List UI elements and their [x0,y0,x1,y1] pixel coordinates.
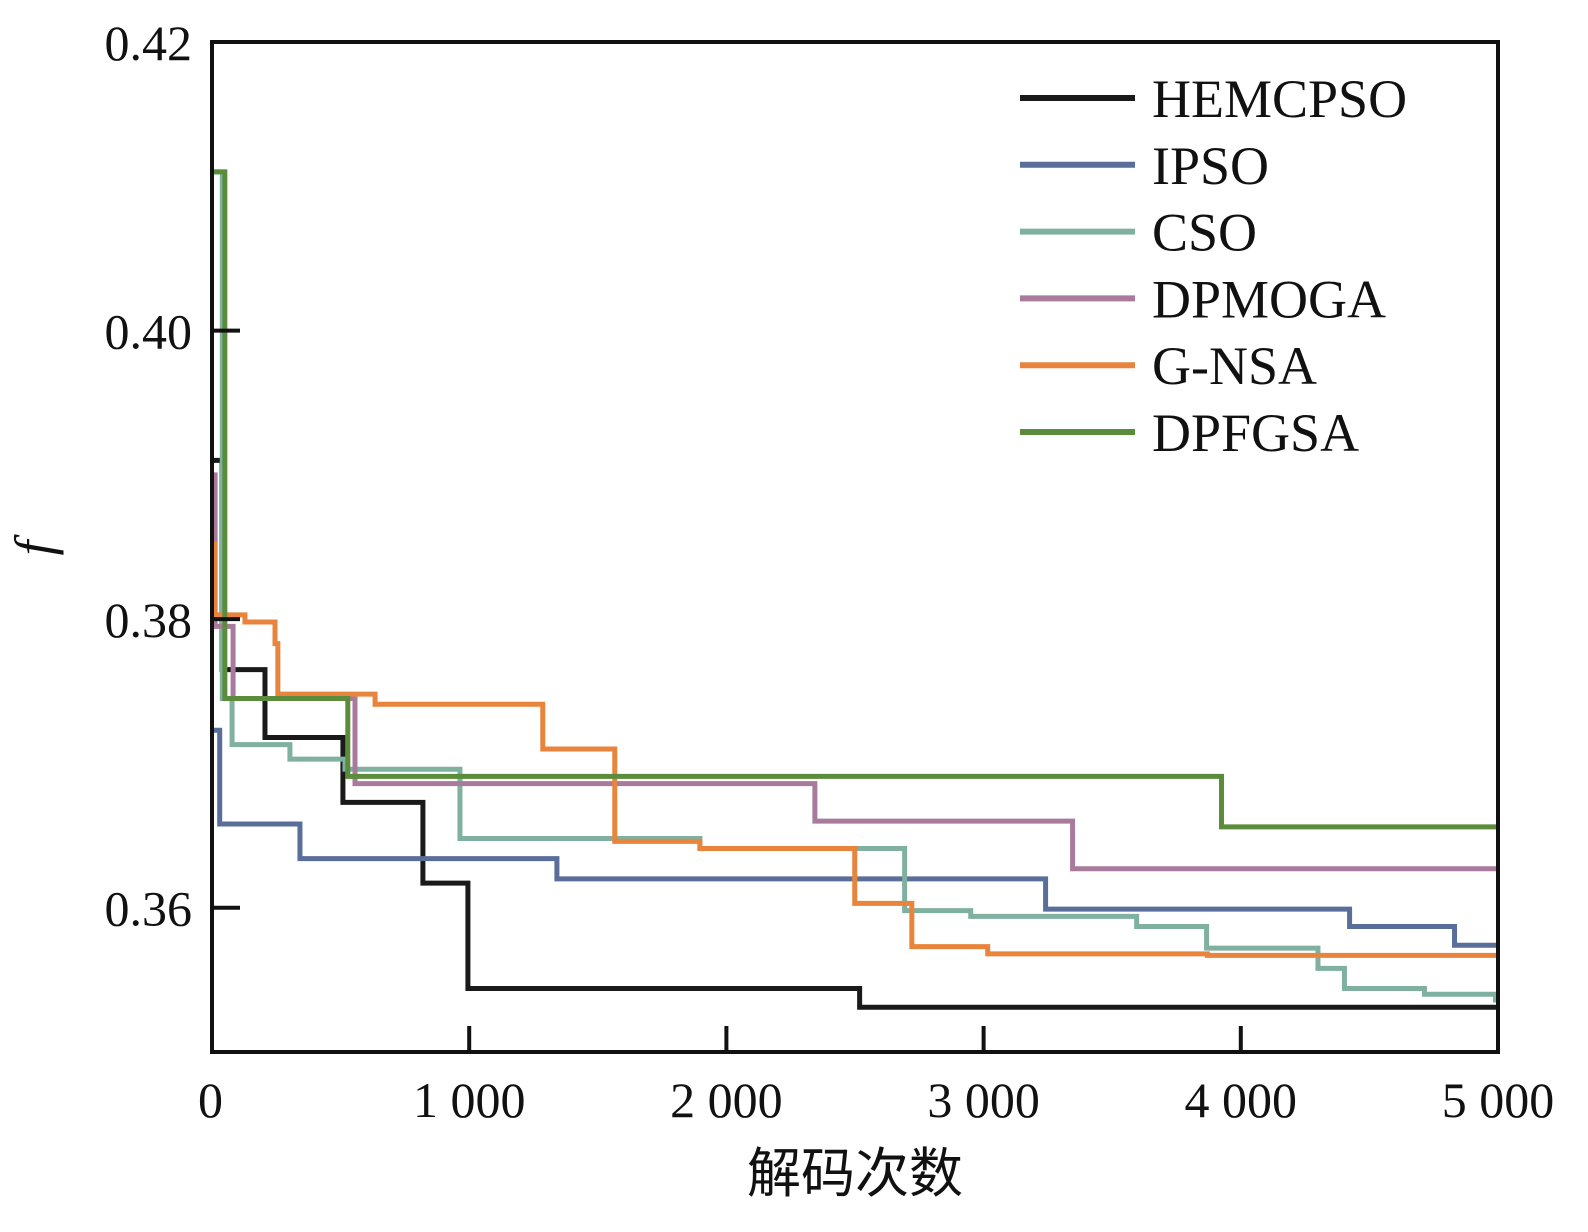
series-line-g-nsa [212,541,1498,958]
legend-item-dpfgsa: DPFGSA [1020,403,1359,463]
legend-item-ipso: IPSO [1020,136,1269,196]
x-axis-title: 解码次数 [747,1144,963,1204]
legend-label: DPMOGA [1152,269,1386,329]
plot-frame [210,40,1500,1054]
series-line-cso [212,169,1498,1003]
series-line-hemcpso [212,457,1498,1010]
legend-item-g-nsa: G-NSA [1020,336,1317,396]
y-tick-label: 0.38 [105,592,193,648]
y-tick-label: 0.40 [105,304,193,360]
y-axis-title: f [4,534,64,556]
series-line-dpmoga [212,472,1498,872]
x-tick-label: 3 000 [927,1072,1040,1128]
axes: 0 1 000 2 000 3 000 4 000 5 000 0.36 0.38 0.40 0.… [105,15,1555,1128]
legend-item-cso: CSO [1020,203,1257,263]
series-layer [212,169,1498,1010]
x-tick-label: 4 000 [1185,1072,1298,1128]
legend-item-dpmoga: DPMOGA [1020,269,1386,329]
x-tick-label: 2 000 [670,1072,783,1128]
y-tick-label: 0.42 [105,15,193,71]
legend-label: CSO [1152,203,1257,263]
x-tick-label: 5 000 [1442,1072,1555,1128]
x-tick-label: 1 000 [413,1072,526,1128]
legend-item-hemcpso: HEMCPSO [1020,69,1407,129]
series-line-ipso [212,727,1498,948]
y-tick-label: 0.36 [105,881,193,937]
legend-label: G-NSA [1152,336,1317,396]
series-line-dpfgsa [212,169,1498,830]
legend-label: IPSO [1152,136,1269,196]
x-tick-label: 0 [198,1072,223,1128]
legend-label: DPFGSA [1152,403,1359,463]
legend-label: HEMCPSO [1152,69,1407,129]
